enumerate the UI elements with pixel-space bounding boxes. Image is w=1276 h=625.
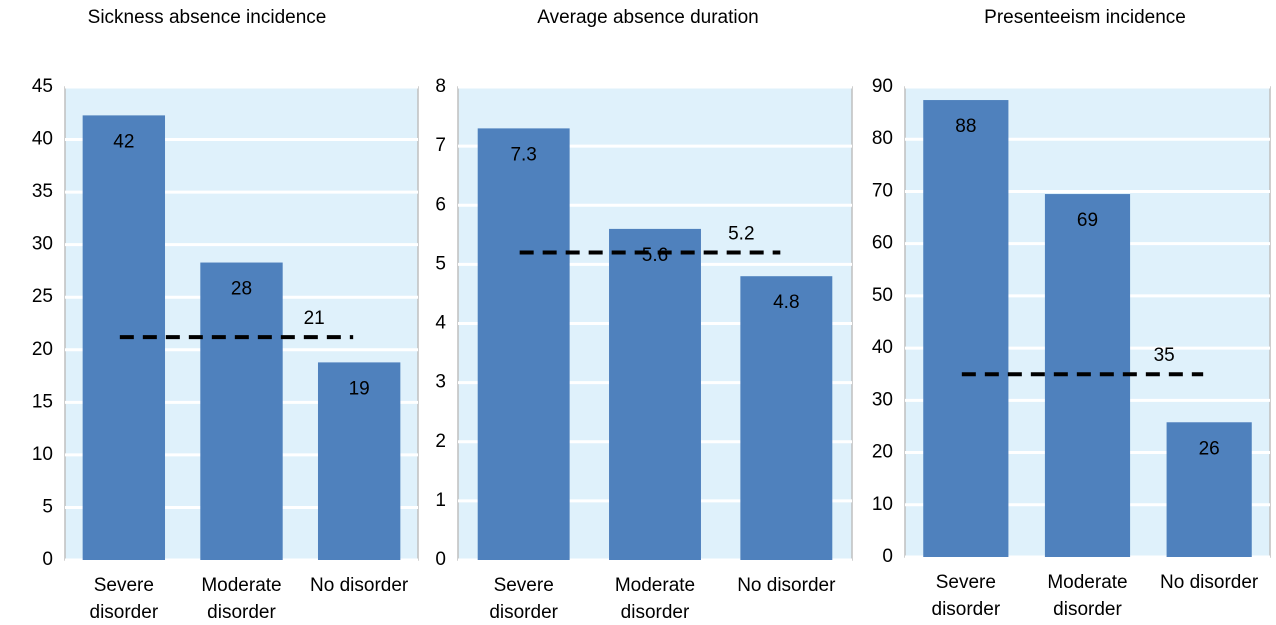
y-tick-label: 10 [32, 444, 53, 465]
y-tick-label: 45 [32, 76, 53, 97]
x-tick-label: No disorder [310, 575, 409, 596]
y-tick-label: 20 [872, 442, 893, 463]
y-tick-label: 10 [872, 494, 893, 515]
y-tick-label: 40 [32, 129, 53, 150]
y-tick-label: 6 [435, 194, 446, 215]
y-tick-label: 30 [872, 389, 893, 410]
bar [477, 128, 570, 560]
y-tick-label: 90 [872, 76, 893, 97]
bar [740, 276, 833, 560]
y-tick-label: 30 [32, 234, 53, 255]
reference-label: 5.2 [728, 224, 754, 245]
bar [609, 228, 701, 560]
value-label: 88 [955, 116, 976, 137]
y-tick-label: 0 [882, 546, 893, 567]
value-label: 28 [231, 279, 252, 300]
x-tick-label: No disorder [1160, 572, 1259, 593]
value-label: 19 [349, 378, 370, 399]
y-tick-label: 15 [32, 391, 53, 412]
y-tick-label: 2 [435, 431, 446, 452]
value-label: 69 [1077, 210, 1098, 231]
y-tick-label: 0 [42, 549, 53, 570]
x-tick-label: Severe disorder [89, 575, 159, 623]
value-label: 7.3 [510, 144, 536, 165]
y-tick-label: 0 [435, 549, 446, 570]
bar [200, 262, 283, 560]
value-label: 4.8 [773, 292, 799, 313]
y-tick-label: 3 [435, 372, 446, 393]
y-tick-label: 70 [872, 180, 893, 201]
y-tick-label: 35 [32, 181, 53, 202]
reference-label: 35 [1154, 345, 1175, 366]
y-tick-label: 8 [435, 76, 446, 97]
x-tick-label: Moderate disorder [201, 575, 282, 623]
value-label: 26 [1199, 438, 1220, 459]
reference-label: 21 [304, 308, 325, 329]
chart-title: Average absence duration [537, 7, 758, 28]
bar [923, 100, 1009, 558]
chart-title: Presenteeism incidence [984, 7, 1186, 28]
y-tick-label: 7 [435, 135, 446, 156]
bar [1166, 422, 1252, 557]
x-tick-label: Moderate disorder [1047, 572, 1128, 620]
y-tick-label: 25 [32, 286, 53, 307]
y-tick-label: 50 [872, 285, 893, 306]
chart-title: Sickness absence incidence [88, 7, 327, 28]
y-tick-label: 4 [435, 313, 446, 334]
y-tick-label: 60 [872, 233, 893, 254]
y-tick-label: 40 [872, 337, 893, 358]
x-tick-label: No disorder [737, 575, 836, 596]
y-tick-label: 80 [872, 128, 893, 149]
x-tick-label: Moderate disorder [614, 575, 696, 623]
value-label: 5.6 [642, 245, 668, 266]
value-label: 42 [113, 131, 134, 152]
y-tick-label: 5 [435, 253, 446, 274]
y-tick-label: 1 [435, 490, 446, 511]
y-tick-label: 20 [32, 339, 53, 360]
x-tick-label: Severe disorder [489, 575, 558, 623]
x-tick-label: Severe disorder [931, 572, 1001, 620]
bar [317, 362, 401, 560]
y-tick-label: 5 [42, 496, 53, 517]
